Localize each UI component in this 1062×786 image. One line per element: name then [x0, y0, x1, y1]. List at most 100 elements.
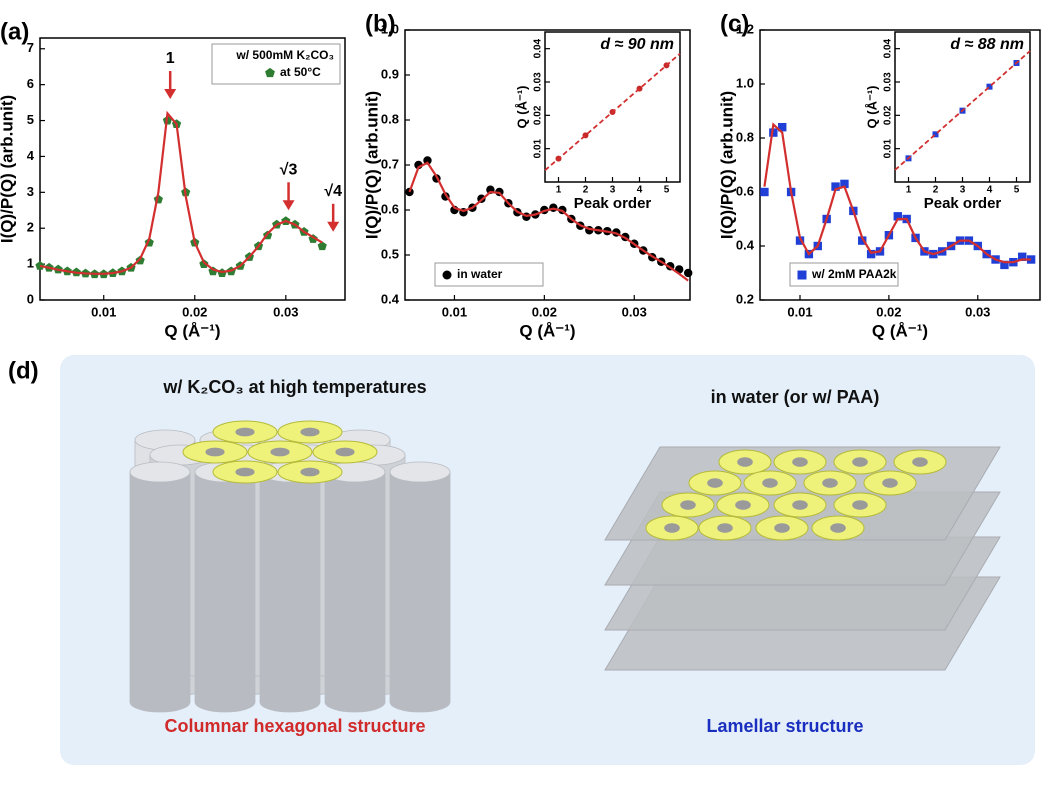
micelle-core: [735, 500, 751, 510]
fit-line: [894, 50, 1031, 171]
y-tick-label: 3: [27, 184, 34, 199]
y-tick-label: 0.04: [533, 38, 544, 58]
cylinder-base: [389, 691, 451, 713]
y-tick-label: 0.6: [736, 183, 754, 198]
legend-box: [789, 262, 899, 287]
cylinder-body: [389, 471, 451, 703]
y-tick-label: 0.02: [883, 105, 894, 125]
x-tick-label: 2: [933, 185, 939, 196]
x-tick-label: 4: [987, 185, 993, 196]
data-point: [866, 249, 876, 259]
y-tick-label: 0.7: [381, 156, 399, 171]
micelle-core: [737, 457, 753, 467]
data-point: [932, 131, 939, 138]
y-tick-label: 6: [27, 76, 34, 91]
legend-label: in water: [457, 267, 503, 281]
cylinder-top: [389, 461, 451, 483]
left-title: w/ K₂CO₃ at high temperatures: [162, 377, 426, 397]
data-point: [1000, 260, 1009, 270]
x-tick-label: 1: [906, 185, 912, 196]
data-point: [760, 187, 769, 197]
x-tick-label: 0.03: [965, 304, 990, 319]
cylinder-base: [259, 691, 321, 713]
y-tick-label: 1.0: [736, 75, 754, 90]
y-tick-label: 0.01: [533, 138, 544, 158]
annotation-label: √4: [324, 183, 342, 200]
micelle-core: [792, 500, 808, 510]
x-tick-label: 4: [637, 185, 643, 196]
data-point: [986, 83, 993, 90]
micelle-core: [235, 427, 255, 437]
y-tick-label: 7: [27, 40, 34, 55]
inset-title: d ≈ 90 nm: [600, 36, 674, 53]
y-tick-label: 0.01: [883, 138, 894, 158]
micelle-core: [300, 427, 320, 437]
x-tick-label: 5: [664, 185, 670, 196]
data-point: [831, 182, 840, 191]
y-tick-label: 0: [27, 291, 34, 306]
cylinder-top: [129, 461, 191, 483]
x-axis-label: Peak order: [574, 195, 652, 212]
data-point: [840, 179, 849, 189]
x-axis-label: Peak order: [924, 195, 1002, 212]
y-tick-label: 0.03: [883, 72, 894, 92]
legend-marker: [442, 270, 452, 280]
legend-box: [434, 262, 544, 287]
y-axis-label: Q (Å⁻¹): [864, 86, 879, 129]
y-tick-label: 0.6: [381, 201, 399, 216]
y-tick-label: 2: [27, 220, 34, 235]
micelle-core: [680, 500, 696, 510]
data-point: [405, 187, 414, 197]
panel-label: (d): [8, 357, 39, 384]
y-tick-label: 0.8: [736, 129, 754, 144]
y-tick-label: 4: [27, 148, 35, 163]
y-tick-label: 0.5: [381, 246, 399, 261]
x-axis-label: Q (Å⁻¹): [519, 321, 575, 340]
annotation-arrowhead: [327, 221, 340, 232]
micelle-core: [762, 478, 778, 488]
y-tick-label: 1: [27, 256, 34, 271]
panel-label: (b): [365, 10, 396, 37]
legend-marker: [265, 67, 275, 78]
data-point: [684, 268, 693, 278]
right-title: in water (or w/ PAA): [711, 387, 880, 407]
micelle-core: [852, 457, 868, 467]
left-caption: Columnar hexagonal structure: [164, 716, 425, 736]
x-tick-label: 0.01: [787, 304, 812, 319]
x-axis-label: Q (Å⁻¹): [164, 321, 220, 340]
y-axis-label: I(Q)/P(Q) (arb.unit): [362, 91, 381, 239]
micelle-core: [300, 467, 320, 477]
legend-label: w/ 2mM PAA2k: [811, 267, 897, 281]
micelle-core: [717, 523, 733, 533]
x-tick-label: 0.03: [273, 304, 298, 319]
inset-frame: [544, 31, 681, 183]
x-tick-label: 1: [556, 185, 562, 196]
data-point: [769, 128, 778, 137]
y-tick-label: 0.03: [533, 72, 544, 92]
x-axis-label: Q (Å⁻¹): [872, 321, 928, 340]
data-point: [317, 241, 327, 251]
micelle-core: [830, 523, 846, 533]
fit-line: [544, 52, 681, 172]
x-tick-label: 5: [1014, 185, 1020, 196]
panel-label: (c): [720, 10, 749, 37]
cylinder-base: [194, 691, 256, 713]
micelle-core: [774, 523, 790, 533]
y-tick-label: 1.0: [381, 21, 399, 36]
micelle-core: [205, 447, 225, 457]
data-point: [35, 261, 45, 270]
x-tick-label: 0.01: [91, 304, 116, 319]
y-tick-label: 0.9: [381, 66, 399, 81]
diagram-shapes: [129, 420, 1001, 713]
data-point: [795, 236, 805, 245]
data-point: [1018, 252, 1027, 261]
y-tick-label: 0.8: [381, 111, 399, 126]
annotation-label: √3: [280, 161, 298, 178]
fit-line: [763, 122, 1032, 264]
y-tick-label: 0.4: [736, 237, 755, 252]
cylinder-body: [129, 471, 191, 703]
cylinder-body: [324, 471, 386, 703]
legend-title: w/ 500mM K₂CO₃: [235, 48, 334, 62]
y-axis-label: I(Q)/P(Q) (arb.unit): [717, 91, 736, 239]
